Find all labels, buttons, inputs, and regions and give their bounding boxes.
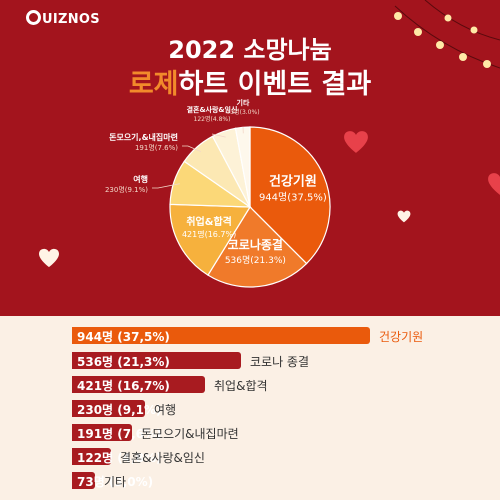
logo-q-icon [26, 10, 41, 25]
leader-line [152, 183, 180, 189]
bar: 421명 (16,7%) [72, 376, 205, 393]
pie-value-label: 122명(4.8%) [194, 115, 231, 123]
pie-chart: 건강기원 944명(37.5%) 코로나종결 536명(21.3%) 취업&합격421명… [105, 98, 331, 288]
bar: 73명 (3,0%) [72, 472, 153, 489]
pie-category-label: 취업&합격 [186, 215, 232, 228]
bar-category-label: 결혼&사랑&임신 [120, 451, 205, 465]
bar-category-label: 기타 [104, 475, 127, 489]
pie-value-label: 944명(37.5%) [259, 191, 327, 203]
bar-value-label: 122명 (4,8%) [77, 451, 162, 465]
bar: 536명 (21,3%) [72, 352, 241, 369]
pie-slice [169, 203, 252, 276]
leader-line [182, 145, 202, 152]
bar-category-label: 코로나 종결 [250, 355, 310, 369]
bar: 944명 (37,5%) [72, 327, 370, 344]
heart-icon [39, 248, 59, 268]
pie-value-label: 191명(7.6%) [135, 143, 178, 152]
bar-value-label: 230명 (9,1%) [77, 403, 162, 417]
pie-slice [249, 126, 331, 265]
bar-value-label: 191명 (7,6%) [77, 427, 162, 441]
bar: 230명 (9,1%) [72, 400, 162, 417]
pie-category-label: 건강기원 [269, 173, 317, 189]
bar-category-label: 여행 [154, 403, 177, 417]
heart-icon [344, 131, 368, 153]
bar-value-label: 73명 (3,0%) [77, 475, 154, 489]
bar-value-label: 421명 (16,7%) [77, 379, 170, 393]
pie-category-label: 결혼&사랑&임신 [187, 105, 238, 114]
pie-slice [207, 206, 308, 288]
bar: 122명 (4,8%) [72, 448, 162, 465]
bar-category-label: 취업&합격 [214, 379, 268, 393]
heart-icon [488, 173, 500, 195]
title-highlight: 로제 [128, 69, 179, 100]
title-rest: 하트 이벤트 결과 [178, 69, 372, 100]
pie-value-label: 536명(21.3%) [225, 255, 286, 266]
logo-text: UIZNOS [42, 12, 100, 27]
title-line-1: 2022 소망나눔 [168, 36, 332, 64]
pie-category-label: 여행 [133, 174, 148, 184]
quiznos-logo: UIZNOS [26, 10, 100, 27]
pie-category-label: 돈모으기,&내집마련 [109, 132, 178, 142]
leader-line [211, 133, 226, 138]
pie-category-label: 기타 [237, 98, 250, 107]
heart-icon [397, 210, 411, 223]
pie-value-label: 421명(16.7%) [182, 229, 236, 239]
bar: 191명 (7,6%) [72, 424, 162, 441]
pie-category-label: 코로나종결 [228, 237, 283, 252]
bar-value-label: 944명 (37,5%) [77, 330, 170, 344]
pie-value-label: 230명(9.1%) [105, 185, 148, 194]
bar-value-label: 536명 (21,3%) [77, 355, 170, 369]
bar-category-label: 돈모으기&내집마련 [141, 427, 239, 441]
title-line-2: 로제하트 이벤트 결과 [0, 62, 500, 101]
bar-category-label: 건강기원 [379, 330, 424, 344]
string-lights [394, 0, 500, 69]
pie-value-label: 73명(3.0%) [226, 108, 259, 116]
